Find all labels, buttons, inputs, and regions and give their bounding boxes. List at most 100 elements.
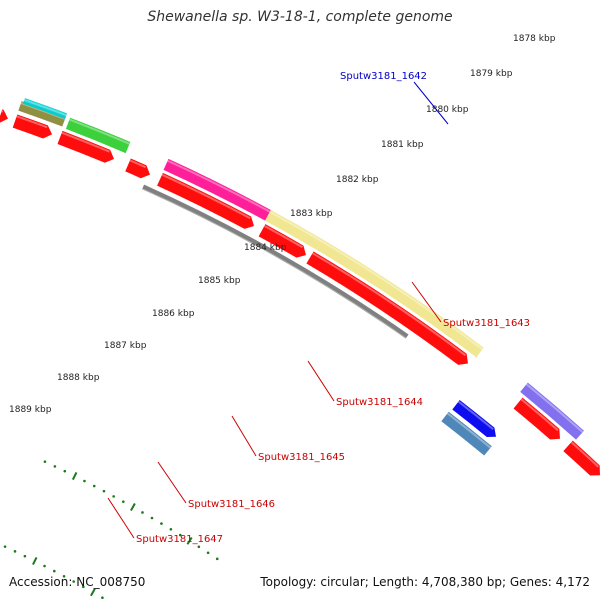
- gene-block-forward-highlight: [263, 225, 303, 249]
- ruler-dot: [43, 460, 47, 463]
- backbone-layer: [142, 184, 409, 339]
- ruler-dot: [160, 522, 163, 525]
- gene-label: Sputw3181_1645: [258, 452, 345, 463]
- ruler-dot: [102, 489, 106, 493]
- gene-block-forward: [12, 114, 53, 139]
- ruler-tick: [32, 557, 38, 566]
- ruler-dot: [72, 580, 75, 583]
- ruler-dot: [83, 479, 86, 483]
- gene-block-forward: [0, 109, 8, 123]
- cog-block-khaki-highlight: [269, 210, 323, 243]
- ruler-dot: [141, 511, 144, 514]
- tick-label: 1881 kbp: [381, 140, 424, 150]
- tick-label: 1888 kbp: [57, 373, 100, 383]
- ruler-dot: [215, 557, 219, 561]
- feature-layer: [0, 98, 600, 476]
- cog-block-olive: [18, 101, 66, 127]
- ruler-dot: [206, 551, 210, 555]
- gene-block-forward: [125, 158, 150, 179]
- genome-backbone-highlight: [142, 188, 407, 339]
- ruler-tick: [90, 588, 96, 597]
- ruler-dot: [43, 564, 46, 568]
- ruler-dot: [53, 569, 56, 573]
- tick-layer: [3, 460, 219, 600]
- cog-block-cyan: [23, 98, 68, 119]
- gene-label-leader: [411, 281, 442, 323]
- gene-block-forward-highlight: [520, 398, 559, 432]
- ruler-dot: [82, 585, 85, 589]
- gene-block-forward-highlight: [570, 441, 599, 468]
- genome-summary-text: Topology: circular; Length: 4,708,380 bp…: [260, 575, 590, 589]
- gene-label-leader: [107, 497, 135, 539]
- gene-label-leader: [157, 461, 187, 504]
- label-layer: 1878 kbp 1879 kbp 1880 kbp 1881 kbp 1882 kbp…: [9, 34, 556, 545]
- ruler-dot: [13, 550, 17, 553]
- tick-label: 1879 kbp: [470, 69, 513, 79]
- cog-block-green-highlight: [69, 118, 130, 145]
- cog-block-purple-highlight: [525, 383, 584, 433]
- gene-label-leader: [413, 81, 449, 125]
- cog-block-cyan-highlight: [23, 99, 67, 117]
- tick-label: 1882 kbp: [336, 175, 379, 185]
- gene-block-sputw3181-1642: [452, 399, 496, 437]
- accession-text: Accession: NC_008750: [9, 575, 146, 589]
- ruler-dot: [92, 484, 96, 488]
- ruler-dot: [169, 527, 173, 531]
- tick-label: 1886 kbp: [152, 309, 195, 319]
- gene-label: Sputw3181_1646: [188, 499, 275, 510]
- tick-label: 1878 kbp: [513, 34, 556, 44]
- ruler-dot: [112, 495, 115, 498]
- gene-label: Sputw3181_1643: [443, 318, 530, 329]
- gene-block-forward: [563, 440, 600, 476]
- cog-block-purple: [520, 382, 584, 440]
- gene-block-forward-highlight: [312, 252, 467, 357]
- ruler-dot: [3, 545, 7, 548]
- gene-label: Sputw3181_1644: [336, 397, 423, 408]
- outer-ruler: [43, 460, 219, 561]
- cog-block-pink: [163, 158, 271, 221]
- ruler-tick: [71, 472, 78, 481]
- ruler-tick: [130, 503, 136, 512]
- gene-block-forward-highlight: [16, 115, 48, 129]
- tick-label: 1887 kbp: [104, 341, 147, 351]
- gene-label-leader: [231, 415, 257, 457]
- ruler-dot: [63, 469, 67, 473]
- ruler-dot: [197, 545, 201, 549]
- cog-block-khaki-highlight: [321, 240, 484, 351]
- gene-label-leader: [307, 360, 335, 402]
- gene-label: Sputw3181_1642: [340, 71, 427, 82]
- cog-block-green: [65, 117, 131, 154]
- ruler-tick: [186, 536, 193, 545]
- ruler-dot: [178, 533, 182, 537]
- cog-block-steel-highlight: [446, 412, 492, 449]
- gene-block-sputw3181-1642-highlight: [457, 400, 494, 430]
- cog-block-pink-highlight: [167, 159, 271, 213]
- tick-label: 1885 kbp: [198, 276, 241, 286]
- genome-backbone: [142, 184, 409, 339]
- ruler-dot: [101, 596, 104, 600]
- gene-block-forward-highlight: [129, 159, 147, 169]
- gene-block-forward-highlight: [61, 131, 110, 153]
- ruler-dot: [23, 554, 27, 558]
- cog-block-steel: [441, 411, 492, 456]
- tick-label: 1880 kbp: [426, 105, 469, 115]
- gene-block-forward: [258, 224, 306, 258]
- ruler-dot: [53, 465, 57, 468]
- gene-block-forward: [157, 172, 254, 229]
- ruler-dot: [150, 516, 154, 520]
- tick-label: 1889 kbp: [9, 405, 52, 415]
- cog-block-khaki: [316, 239, 484, 358]
- tick-label: 1883 kbp: [290, 209, 333, 219]
- ruler-dot: [62, 574, 66, 578]
- gene-block-forward: [513, 397, 560, 440]
- inner-ruler: [3, 545, 104, 600]
- gene-block-forward: [57, 130, 114, 163]
- gene-block-forward-highlight: [161, 173, 251, 220]
- gene-block-forward: [306, 251, 468, 365]
- tick-label: 1884 kbp: [244, 243, 287, 253]
- gene-label: Sputw3181_1647: [136, 534, 223, 545]
- cog-block-khaki: [265, 210, 324, 250]
- ruler-dot: [122, 500, 125, 503]
